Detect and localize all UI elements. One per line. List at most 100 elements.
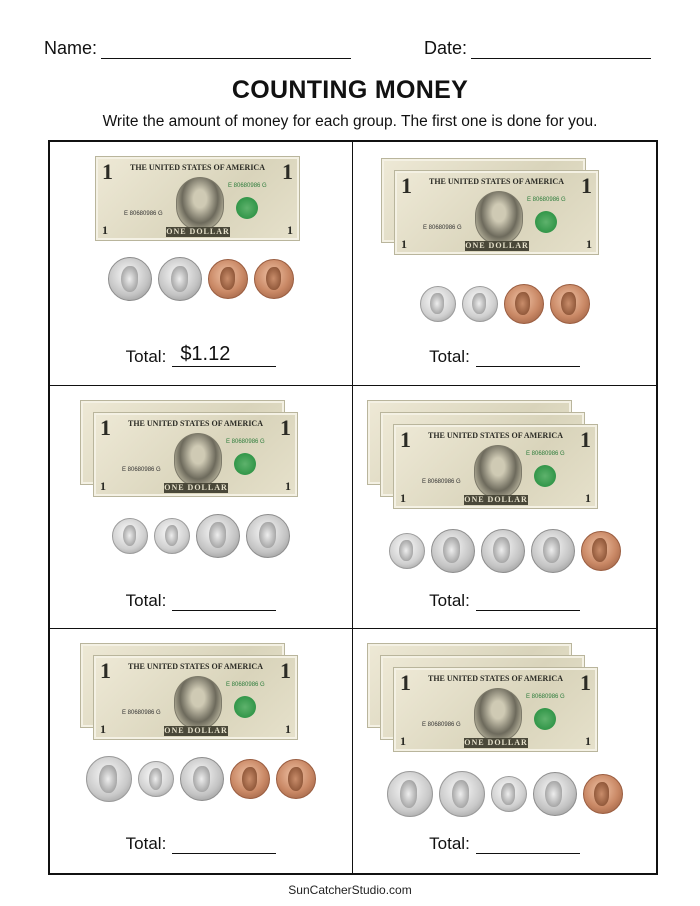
penny-coin <box>580 530 621 571</box>
penny-coin <box>254 259 294 299</box>
bill-denomination: 1 <box>401 237 407 251</box>
one-dollar-bill: THE UNITED STATES OF AMERICA 1 1 1 1 E 806809… <box>393 423 598 509</box>
washington-portrait <box>174 676 222 731</box>
coin-portrait <box>493 537 511 564</box>
bill-denomination: 1 <box>400 426 411 452</box>
bill-denomination: 1 <box>400 670 411 696</box>
bill-serial: E 80680986 G <box>124 211 163 217</box>
coin-portrait <box>287 767 303 791</box>
coin-portrait <box>545 780 563 807</box>
money-groups-grid: THE UNITED STATES OF AMERICA 1 1 1 1 E 806809… <box>48 140 658 875</box>
bill-denomination: 1 <box>100 478 106 493</box>
bill-denomination: 1 <box>285 478 291 493</box>
bill-denomination: 1 <box>585 734 591 749</box>
nickel-coin <box>480 528 525 573</box>
coin-portrait <box>430 293 444 315</box>
nickel-coin <box>180 757 224 802</box>
date-line[interactable] <box>471 40 652 59</box>
coin-portrait <box>192 765 210 792</box>
total-answer[interactable] <box>172 591 277 611</box>
bill-serial: E 80680986 G <box>423 225 462 231</box>
bill-stack: THE UNITED STATES OF AMERICA 1 1 1 1 E 806809… <box>50 643 352 753</box>
coin-portrait <box>170 265 188 292</box>
money-group: THE UNITED STATES OF AMERICA 1 1 1 1 E 806809… <box>353 629 656 873</box>
total-field: Total: $1.12 <box>50 344 352 367</box>
total-answer[interactable] <box>475 347 580 367</box>
bill-denomination: 1 <box>285 722 291 737</box>
quarter-coin <box>386 771 433 818</box>
bill-denomination: 1 <box>280 414 291 440</box>
washington-portrait <box>174 432 222 487</box>
coin-row <box>353 279 656 329</box>
dime-coin <box>461 286 498 322</box>
one-dollar-bill: THE UNITED STATES OF AMERICA 1 1 1 1 E 806809… <box>95 156 300 241</box>
coin-row <box>50 254 352 304</box>
total-answer[interactable] <box>475 834 580 855</box>
quarter-coin <box>86 756 132 803</box>
coin-portrait <box>501 783 515 805</box>
nickel-coin <box>532 772 577 817</box>
bill-serial: E 80680986 G <box>422 722 461 729</box>
nickel-coin <box>430 528 475 573</box>
total-answer[interactable] <box>172 834 277 855</box>
quarter-coin <box>438 771 485 818</box>
coin-portrait <box>443 537 461 564</box>
coin-portrait <box>515 291 531 316</box>
dime-coin <box>112 517 148 554</box>
treasury-seal-icon <box>234 452 256 475</box>
coin-portrait <box>543 537 561 564</box>
treasury-seal-icon <box>534 708 556 731</box>
total-label: Total: <box>125 590 167 610</box>
dime-coin <box>490 776 527 813</box>
coin-row <box>353 769 656 819</box>
washington-portrait <box>474 688 522 743</box>
treasury-seal-icon <box>234 696 256 719</box>
coin-portrait <box>99 765 117 793</box>
bill-denomination: 1 <box>102 159 113 184</box>
nickel-coin <box>196 513 240 558</box>
name-field[interactable]: Name: <box>44 38 352 59</box>
money-group: THE UNITED STATES OF AMERICA 1 1 1 1 E 806809… <box>353 142 656 386</box>
washington-portrait <box>474 444 522 499</box>
name-line[interactable] <box>101 40 352 59</box>
bill-serial: E 80680986 G <box>526 694 565 701</box>
bill-stack: THE UNITED STATES OF AMERICA 1 1 1 1 E 806809… <box>353 156 656 266</box>
date-field[interactable]: Date: <box>424 38 652 59</box>
coin-portrait <box>594 782 610 806</box>
one-dollar-bill: THE UNITED STATES OF AMERICA 1 1 1 1 E 806809… <box>393 667 598 753</box>
bill-denomination: 1 <box>586 237 592 251</box>
bill-denomination-text: ONE DOLLAR <box>465 241 529 251</box>
penny-coin <box>582 774 623 815</box>
total-label: Total: <box>125 834 167 854</box>
bill-denomination: 1 <box>287 223 293 237</box>
bill-denomination-text: ONE DOLLAR <box>464 738 528 749</box>
total-field: Total: <box>50 591 352 611</box>
bill-denomination: 1 <box>580 426 591 452</box>
bill-denomination: 1 <box>400 734 406 749</box>
one-dollar-bill: THE UNITED STATES OF AMERICA 1 1 1 1 E 806809… <box>93 655 298 741</box>
coin-row <box>50 754 352 804</box>
coin-portrait <box>399 539 413 561</box>
bill-serial: E 80680986 G <box>422 478 461 485</box>
penny-coin <box>276 759 316 800</box>
total-label: Total: <box>429 834 470 854</box>
total-field: Total: <box>353 347 656 367</box>
bill-serial: E 80680986 G <box>527 197 566 203</box>
treasury-seal-icon <box>535 211 557 233</box>
bill-denomination-text: ONE DOLLAR <box>166 227 230 237</box>
total-answer[interactable] <box>475 591 580 611</box>
bill-denomination-text: ONE DOLLAR <box>164 726 228 737</box>
total-answer[interactable]: $1.12 <box>172 344 277 367</box>
bill-denomination: 1 <box>581 173 592 198</box>
total-field: Total: <box>50 834 352 855</box>
dime-coin <box>138 761 174 798</box>
bill-serial: E 80680986 G <box>122 710 161 717</box>
coin-portrait <box>561 291 577 316</box>
coin-portrait <box>241 767 257 791</box>
bill-denomination: 1 <box>100 722 106 737</box>
instructions: Write the amount of money for each group… <box>102 113 598 130</box>
money-group: THE UNITED STATES OF AMERICA 1 1 1 1 E 806809… <box>50 385 353 630</box>
coin-portrait <box>399 780 418 808</box>
bill-denomination: 1 <box>280 658 291 684</box>
bill-serial: E 80680986 G <box>226 438 265 445</box>
